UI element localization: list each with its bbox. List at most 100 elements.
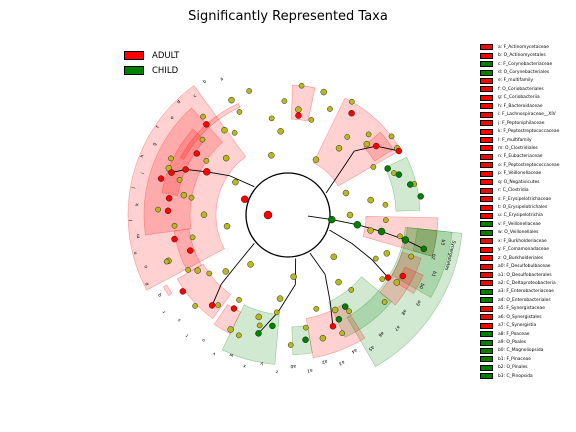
tree-node: [241, 195, 249, 203]
tree-node: [203, 168, 211, 176]
clade-label: b1: [430, 270, 438, 278]
taxa-legend-item: w: O_Veillonellales: [480, 229, 576, 237]
tree-node: [187, 247, 194, 254]
taxa-legend-item: a1: O_Desulfobacterales: [480, 271, 576, 279]
clade-label: y: [260, 360, 264, 365]
tree-node: [192, 303, 198, 309]
taxa-legend-item: x: F_Burkholderiaceae: [480, 237, 576, 245]
tree-edge: [229, 175, 255, 188]
chart-title: Significantly Represented Taxa: [188, 9, 388, 24]
tree-node: [367, 196, 374, 204]
tree-node: [335, 145, 343, 152]
tree-node: [373, 142, 380, 150]
tree-node: [222, 268, 229, 275]
taxa-legend-swatch: [480, 179, 493, 186]
taxa-legend-label: e: F_multifamily: [498, 78, 534, 84]
taxa-legend-label: a6: O_Synergistales: [498, 314, 542, 320]
tree-edge: [329, 301, 334, 327]
taxa-legend-swatch: [480, 204, 493, 211]
clade-label: a: [220, 77, 225, 83]
taxa-legend-item: b0: C_Magnoliopsida: [480, 347, 576, 355]
taxa-legend-label: u: C_Erysipelotrichia: [498, 213, 543, 219]
class-legend-child: CHILD: [124, 66, 178, 76]
tree-node: [295, 112, 302, 119]
tree-node: [236, 332, 242, 339]
tree-node: [384, 165, 391, 172]
clade-label: q: [157, 292, 163, 297]
tree-edge: [237, 242, 255, 264]
tree-node: [164, 207, 172, 215]
taxa-legend-item: s: F_Erysipelotrichaceae: [480, 195, 576, 203]
taxa-legend-swatch: [480, 170, 493, 177]
clade-label: a2: [321, 358, 328, 365]
clade-label: o: [144, 264, 150, 269]
taxa-legend-item: a4: O_Enterobacteriales: [480, 296, 576, 304]
taxa-legend-item: b3: C_Pinopsida: [480, 372, 576, 380]
taxa-legend-swatch: [480, 103, 493, 110]
taxa-legend-swatch: [480, 229, 493, 236]
child-swatch: [124, 66, 144, 75]
class-legend-adult: ADULT: [124, 51, 179, 61]
taxa-legend-item: a3: F_Enterobacteriaceae: [480, 288, 576, 296]
taxa-legend-item: z: O_Burkholderiales: [480, 254, 576, 262]
tree-node: [408, 253, 415, 260]
taxa-legend-label: k: F_Peptostreptococcaceae: [498, 129, 560, 135]
tree-edge: [354, 145, 377, 152]
tree-node: [221, 126, 228, 134]
clade-label: a6: [377, 330, 385, 338]
tree-node: [370, 164, 377, 170]
tree-node: [388, 133, 395, 140]
child-legend-label: CHILD: [152, 66, 179, 76]
clade-label: h: [139, 154, 146, 159]
taxa-legend-swatch: [480, 356, 493, 363]
taxa-legend-swatch: [480, 263, 493, 270]
taxa-legend-label: v: F_Veillonellaceae: [498, 221, 541, 227]
tree-node: [268, 115, 275, 122]
clade-sector: [179, 103, 241, 161]
clade-label: j: [130, 187, 136, 190]
taxa-legend-item: b2: O_Pinales: [480, 364, 576, 372]
clade-label: d: [176, 99, 182, 105]
taxa-legend-item: c: F_Corynebacteriaceae: [480, 60, 576, 68]
tree-edge: [325, 169, 342, 194]
taxa-legend-label: a1: O_Desulfobacterales: [498, 272, 552, 278]
tree-node: [319, 334, 327, 342]
tree-node: [206, 270, 213, 277]
tree-node: [273, 309, 280, 316]
tree-node: [335, 316, 343, 323]
clade-label: m: [136, 233, 142, 238]
tree-node: [395, 171, 403, 178]
taxa-legend-item: a0: F_Desulfobulbaceae: [480, 262, 576, 270]
tree-node: [303, 324, 309, 331]
taxa-legend-label: z: O_Burkholderiales: [498, 255, 544, 261]
tree-node: [401, 236, 410, 244]
tree-node: [295, 106, 302, 113]
tree-edge: [220, 263, 238, 285]
taxa-legend-item: o: F_Peptostreptococcaceae: [480, 161, 576, 169]
taxa-legend-label: a: F_Actinomycetaceae: [498, 44, 549, 50]
tree-node: [179, 288, 187, 295]
tree-node: [165, 195, 173, 202]
taxa-legend-item: r: C_Clostridia: [480, 186, 576, 194]
tree-node: [393, 279, 400, 286]
taxa-legend-item: d: O_Corynebacteriales: [480, 68, 576, 76]
tree-node: [353, 221, 362, 229]
tree-node: [163, 258, 170, 265]
tree-node: [208, 302, 216, 309]
clade-label: i: [140, 172, 146, 175]
tree-edge: [277, 284, 296, 313]
taxa-legend-label: c: F_Corynebacteriaceae: [498, 61, 553, 67]
tree-node: [276, 295, 284, 302]
taxa-legend-swatch: [480, 44, 493, 51]
taxa-legend-label: q: O_Negativicutes: [498, 179, 540, 185]
tree-node: [342, 303, 349, 310]
tree-node: [168, 169, 175, 176]
tree-node: [372, 255, 379, 262]
tree-node: [367, 227, 374, 234]
tree-node: [339, 330, 345, 337]
taxa-legend-swatch: [480, 111, 493, 118]
taxa-legend-swatch: [480, 322, 493, 329]
tree-node: [308, 117, 315, 123]
taxa-legend-item: f: O_Coriobacteriales: [480, 85, 576, 93]
tree-edge: [206, 171, 231, 177]
